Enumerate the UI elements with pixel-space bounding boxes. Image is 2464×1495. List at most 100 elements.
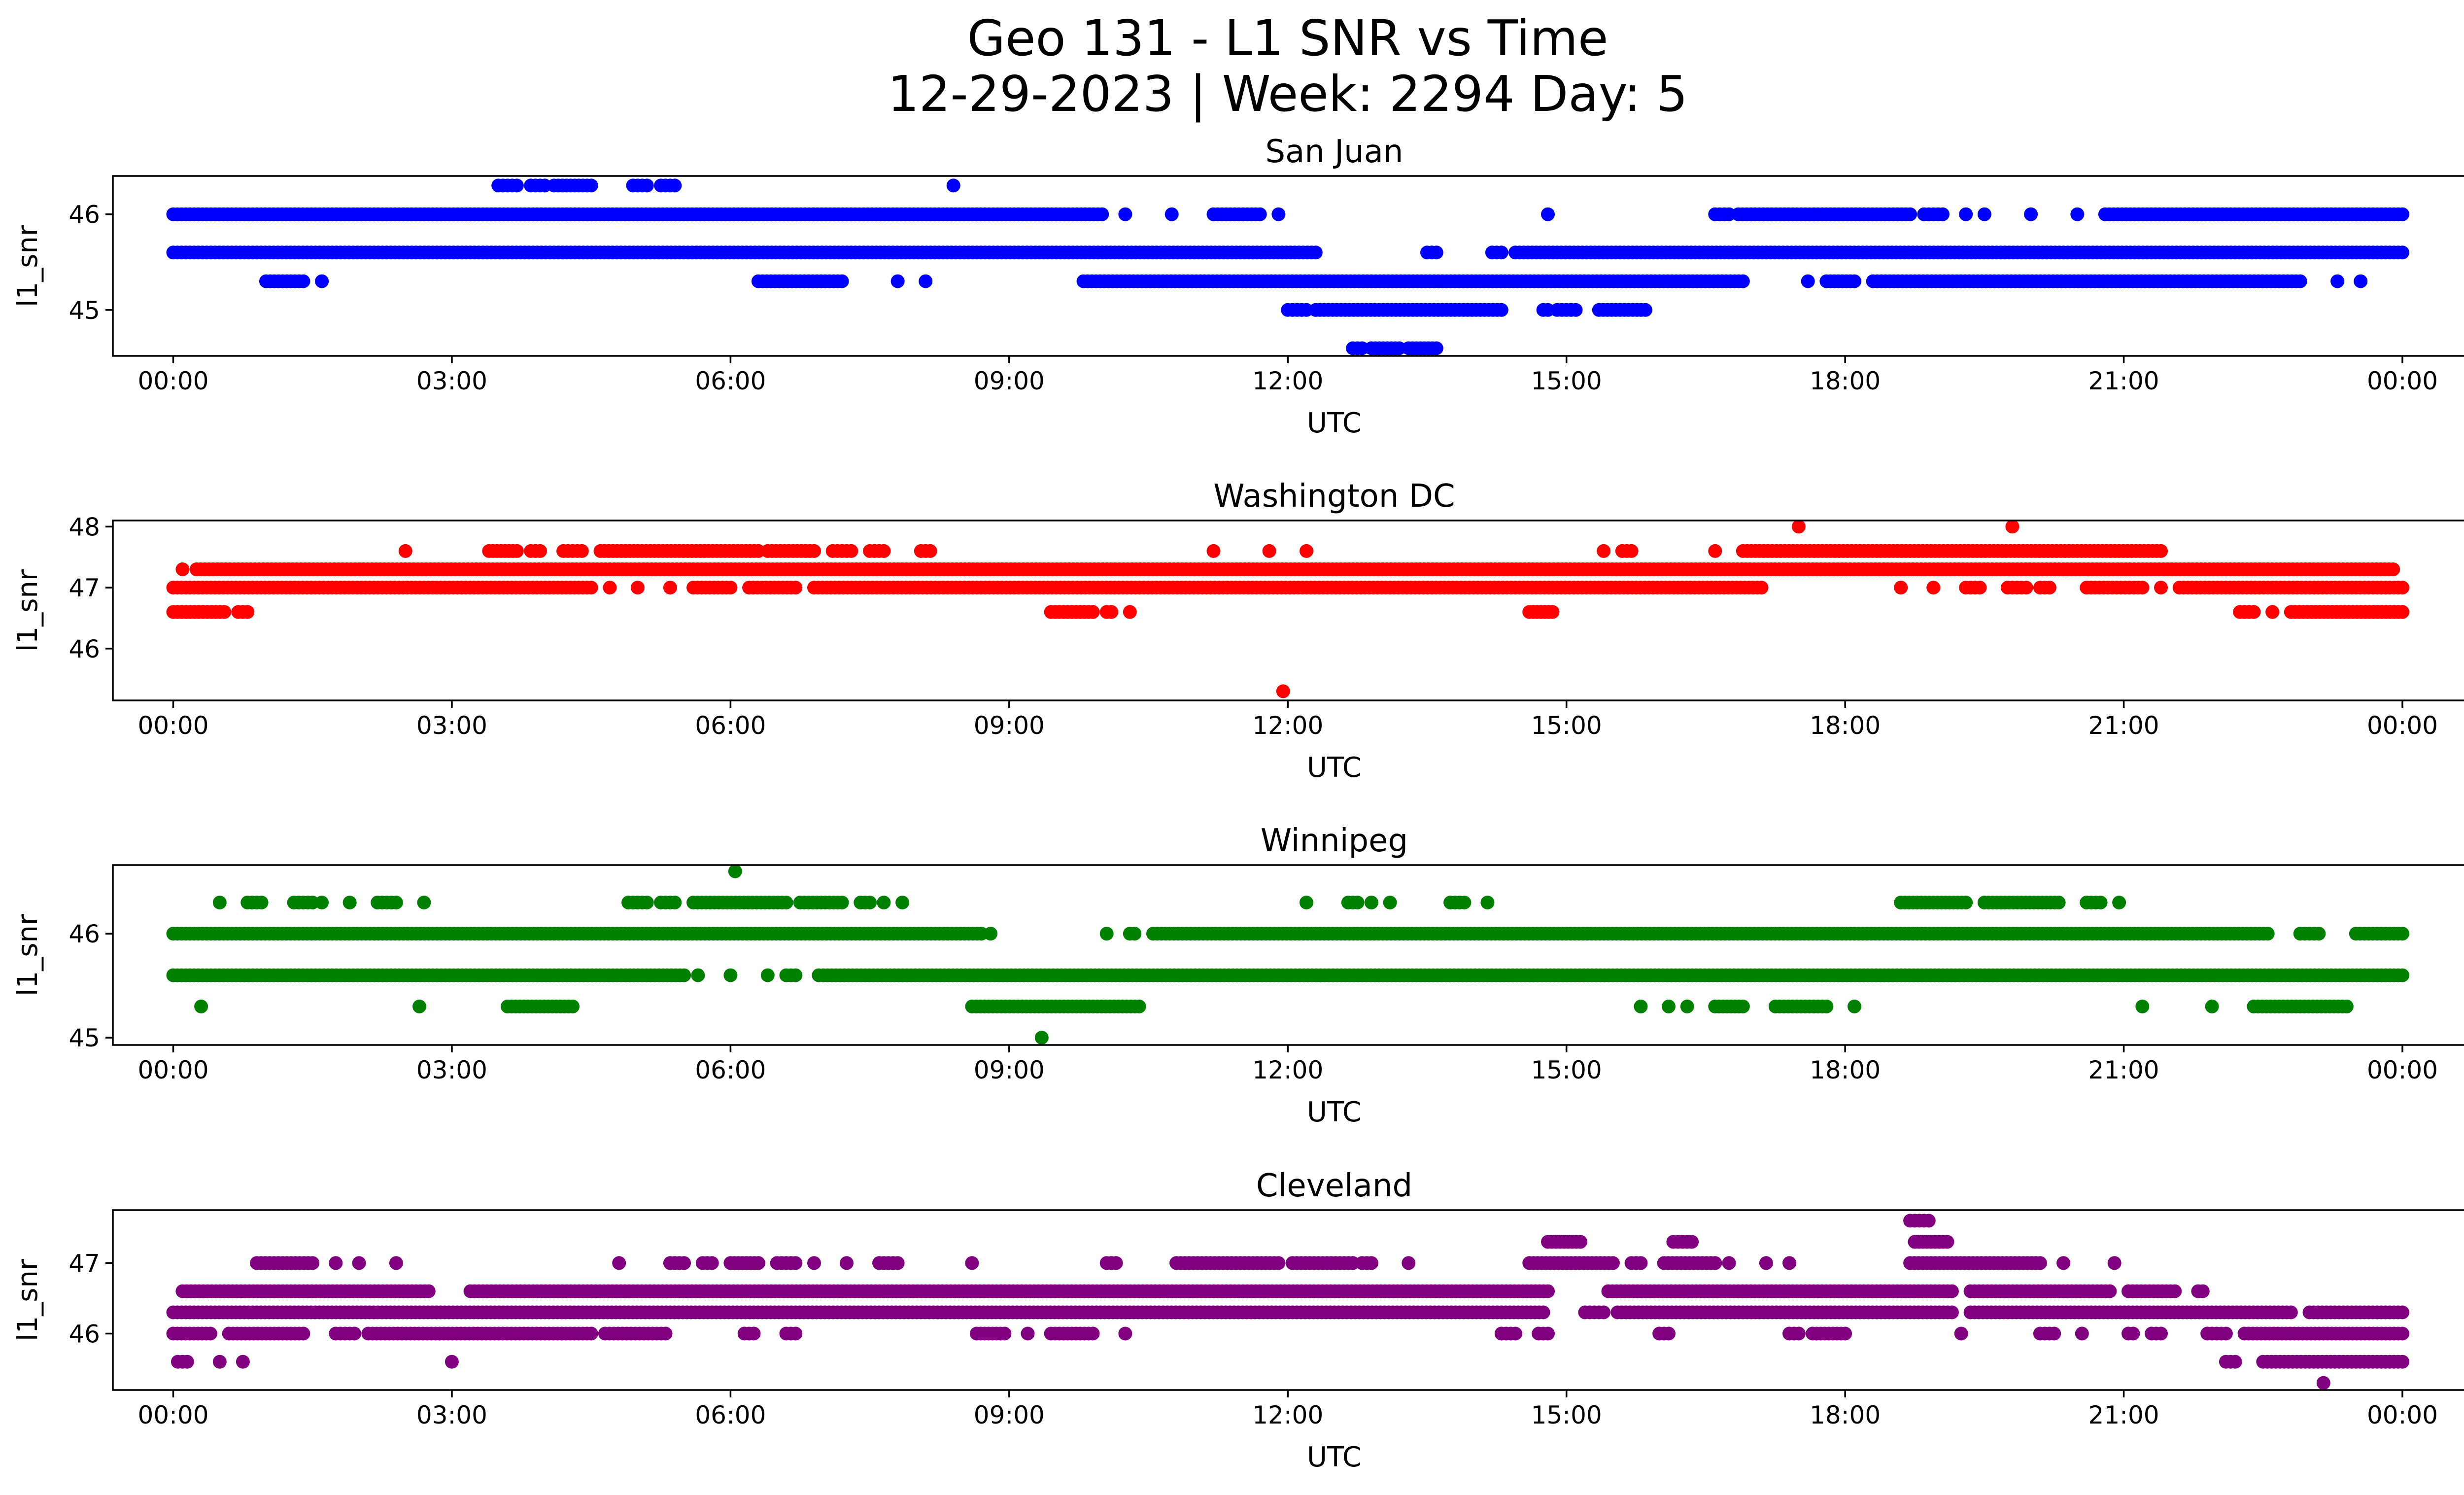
data-point [1754, 581, 1769, 595]
data-point [194, 999, 208, 1013]
data-point [2293, 274, 2307, 288]
data-point [417, 896, 431, 909]
data-point [2042, 581, 2056, 595]
y-tick-label: 46 [68, 201, 100, 229]
axes-frame [112, 520, 2464, 701]
data-point [1429, 245, 1443, 260]
axes-frame [112, 864, 2464, 1046]
data-point [1973, 581, 1987, 595]
data-point [1662, 999, 1676, 1013]
data-point [2070, 207, 2085, 221]
data-point [1118, 207, 1132, 221]
data-point [640, 896, 654, 909]
data-point [2396, 927, 2409, 941]
subplot-title: Winnipeg [1261, 823, 1408, 859]
data-point [1945, 1305, 1959, 1320]
axes-frame [112, 175, 2464, 357]
data-point [2135, 999, 2150, 1013]
data-point [1350, 896, 1365, 909]
figure-title-line1: Geo 131 - L1 SNR vs Time [967, 9, 1608, 67]
data-point [329, 1256, 343, 1270]
data-point [1429, 341, 1443, 355]
data-point [2396, 245, 2409, 260]
x-tick-label: 15:00 [1531, 367, 1602, 395]
scatter-series [166, 1214, 2409, 1390]
data-point [1959, 207, 1973, 221]
data-point [342, 896, 357, 909]
data-point [984, 927, 998, 941]
data-point [1597, 544, 1611, 558]
data-point [2019, 581, 2033, 595]
data-point [1099, 927, 1114, 941]
data-point [2103, 1284, 2117, 1298]
x-tick-label: 09:00 [974, 367, 1045, 395]
data-point [296, 274, 310, 288]
y-tick-label: 45 [68, 296, 100, 325]
data-point [1308, 245, 1323, 260]
data-point [779, 896, 793, 909]
y-axis-label: l1_snr [12, 913, 44, 996]
x-tick-label: 00:00 [2367, 711, 2438, 740]
x-tick-label: 00:00 [137, 711, 208, 740]
y-tick-label: 46 [68, 635, 100, 663]
data-point [315, 896, 329, 909]
x-tick-label: 12:00 [1252, 367, 1323, 395]
data-point [668, 178, 682, 193]
data-point [1848, 274, 1861, 288]
data-point [2135, 581, 2150, 595]
x-tick-label: 18:00 [1810, 367, 1881, 395]
data-point [2005, 521, 2019, 534]
data-point [1782, 1256, 1796, 1270]
data-point [1926, 581, 1941, 595]
data-point [1722, 1256, 1736, 1270]
data-point [1536, 1305, 1550, 1320]
data-point [751, 1256, 765, 1270]
y-tick-label: 46 [68, 920, 100, 948]
data-point [895, 896, 910, 909]
x-tick-label: 00:00 [2367, 1056, 2438, 1084]
data-point [1708, 1256, 1722, 1270]
data-point [1945, 1284, 1959, 1298]
data-point [2033, 1256, 2047, 1270]
data-point [566, 999, 580, 1013]
data-point [2112, 896, 2126, 909]
data-point [2396, 1305, 2409, 1320]
data-point [2093, 896, 2108, 909]
data-point [691, 968, 705, 982]
x-tick-label: 12:00 [1252, 711, 1323, 740]
x-tick-label: 06:00 [695, 367, 766, 395]
x-tick-label: 00:00 [2367, 367, 2438, 395]
scatter-series [166, 865, 2409, 1045]
data-point [1271, 1256, 1286, 1270]
data-point [663, 581, 677, 595]
data-point [2265, 605, 2280, 619]
data-point [1206, 544, 1221, 558]
data-point [2284, 1305, 2298, 1320]
data-point [705, 1256, 719, 1270]
x-tick-label: 18:00 [1810, 711, 1881, 740]
data-point [890, 274, 905, 288]
data-point [840, 1256, 854, 1270]
x-tick-label: 21:00 [2088, 367, 2159, 395]
data-point [2154, 581, 2168, 595]
data-point [1104, 605, 1119, 619]
subplot-title: Washington DC [1213, 478, 1455, 515]
data-point [1903, 207, 1917, 221]
data-point [2052, 896, 2066, 909]
data-point [389, 896, 403, 909]
data-point [575, 544, 589, 558]
data-point [1364, 896, 1378, 909]
data-point [1801, 274, 1815, 288]
data-point [919, 274, 933, 288]
data-point [640, 178, 654, 193]
data-point [2396, 605, 2409, 619]
data-point [2154, 544, 2168, 558]
x-tick-label: 03:00 [416, 1056, 487, 1084]
data-point [1300, 896, 1313, 909]
scatter-series [166, 521, 2409, 698]
data-point [398, 544, 412, 558]
data-point [1894, 581, 1908, 595]
